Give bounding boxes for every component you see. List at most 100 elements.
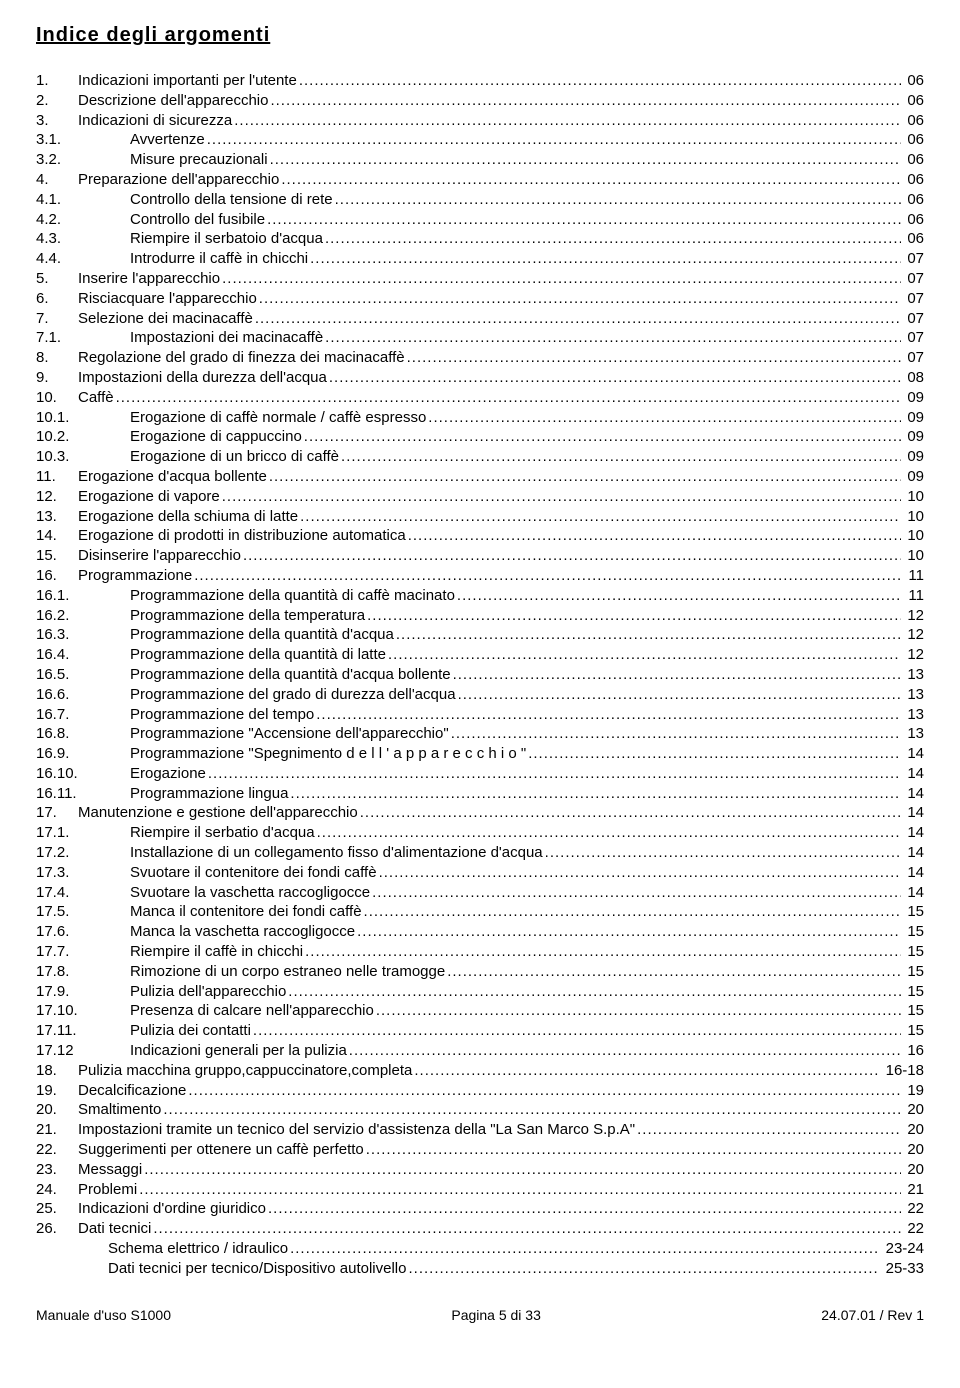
toc-number: 17.11. bbox=[36, 1021, 86, 1041]
toc-number: 10.1. bbox=[36, 408, 86, 428]
toc-leader-dots bbox=[253, 1021, 901, 1041]
toc-label: Controllo della tensione di rete bbox=[86, 190, 333, 210]
toc-label: Presenza di calcare nell'apparecchio bbox=[86, 1001, 374, 1021]
toc-leader-dots bbox=[325, 229, 901, 249]
toc-label: Indicazioni importanti per l'utente bbox=[78, 71, 297, 91]
toc-number: 17.5. bbox=[36, 902, 86, 922]
toc-leader-dots bbox=[451, 724, 902, 744]
toc-leader-dots bbox=[317, 823, 902, 843]
toc-label: Programmazione della temperatura bbox=[86, 606, 365, 626]
toc-label: Introdurre il caffè in chicchi bbox=[86, 249, 308, 269]
toc-page: 14 bbox=[903, 764, 924, 784]
toc-label: Preparazione dell'apparecchio bbox=[78, 170, 279, 190]
toc-row: 4.4.Introdurre il caffè in chicchi07 bbox=[36, 249, 924, 269]
toc-leader-dots bbox=[243, 546, 901, 566]
toc-leader-dots bbox=[268, 1199, 901, 1219]
toc-number: 17.1. bbox=[36, 823, 86, 843]
toc-page: 09 bbox=[903, 427, 924, 447]
toc-label: Erogazione di prodotti in distribuzione … bbox=[78, 526, 406, 546]
toc-label: Manca il contenitore dei fondi caffè bbox=[86, 902, 362, 922]
toc-leader-dots bbox=[329, 368, 901, 388]
toc-leader-dots bbox=[447, 962, 901, 982]
toc-leader-dots bbox=[545, 843, 902, 863]
toc-page: 13 bbox=[903, 724, 924, 744]
toc-number: 16.1. bbox=[36, 586, 86, 606]
toc-leader-dots bbox=[407, 348, 902, 368]
toc-row: 16.9.Programmazione "Spegnimento d e l l… bbox=[36, 744, 924, 764]
toc-page: 15 bbox=[903, 942, 924, 962]
footer-left: Manuale d'uso S1000 bbox=[36, 1307, 171, 1323]
toc-number: 16.11. bbox=[36, 784, 86, 804]
toc-page: 06 bbox=[903, 229, 924, 249]
toc-label: Programmazione bbox=[78, 566, 192, 586]
toc-leader-dots bbox=[388, 645, 901, 665]
toc-number: 10. bbox=[36, 388, 78, 408]
toc-number: 4. bbox=[36, 170, 78, 190]
toc-number: 16.8. bbox=[36, 724, 86, 744]
toc-page: 19 bbox=[903, 1081, 924, 1101]
toc-page: 20 bbox=[903, 1120, 924, 1140]
toc-page: 14 bbox=[903, 803, 924, 823]
toc-row: 17.1.Riempire il serbatio d'acqua14 bbox=[36, 823, 924, 843]
toc-number: 3.2. bbox=[36, 150, 86, 170]
toc-row: 10.Caffè09 bbox=[36, 388, 924, 408]
toc-leader-dots bbox=[360, 803, 902, 823]
toc-label: Suggerimenti per ottenere un caffè perfe… bbox=[78, 1140, 364, 1160]
toc-row: 3.Indicazioni di sicurezza06 bbox=[36, 111, 924, 131]
toc-label: Indicazioni d'ordine giuridico bbox=[78, 1199, 266, 1219]
toc-label: Erogazione bbox=[86, 764, 206, 784]
toc-page: 07 bbox=[903, 249, 924, 269]
toc-page: 06 bbox=[903, 71, 924, 91]
footer-center: Pagina 5 di 33 bbox=[451, 1307, 541, 1323]
toc-row: 17.9.Pulizia dell'apparecchio15 bbox=[36, 982, 924, 1002]
toc-label: Installazione di un collegamento fisso d… bbox=[86, 843, 543, 863]
toc-leader-dots bbox=[349, 1041, 902, 1061]
toc-label: Avvertenze bbox=[86, 130, 205, 150]
toc-page: 14 bbox=[903, 784, 924, 804]
toc-label: Programmazione "Accensione dell'apparecc… bbox=[86, 724, 449, 744]
toc-number: 17.12 bbox=[36, 1041, 86, 1061]
toc-leader-dots bbox=[364, 902, 902, 922]
toc-label: Pulizia macchina gruppo,cappuccinatore,c… bbox=[78, 1061, 412, 1081]
toc-page: 09 bbox=[903, 467, 924, 487]
toc-page: 09 bbox=[903, 447, 924, 467]
toc-label: Dati tecnici bbox=[78, 1219, 151, 1239]
toc-row: 10.1.Erogazione di caffè normale / caffè… bbox=[36, 408, 924, 428]
toc-page: 07 bbox=[903, 269, 924, 289]
toc-leader-dots bbox=[300, 507, 901, 527]
toc-page: 06 bbox=[903, 130, 924, 150]
toc-page: 14 bbox=[903, 823, 924, 843]
toc-page: 13 bbox=[903, 685, 924, 705]
toc-number: 17. bbox=[36, 803, 78, 823]
toc-label: Programmazione della quantità di latte bbox=[86, 645, 386, 665]
toc-number: 7. bbox=[36, 309, 78, 329]
toc-leader-dots bbox=[222, 269, 901, 289]
toc-leader-dots bbox=[269, 467, 901, 487]
toc-row: 15.Disinserire l'apparecchio10 bbox=[36, 546, 924, 566]
toc-row: 22.Suggerimenti per ottenere un caffè pe… bbox=[36, 1140, 924, 1160]
toc-page: 15 bbox=[903, 982, 924, 1002]
toc-row: 16.7.Programmazione del tempo13 bbox=[36, 705, 924, 725]
toc-row: 8.Regolazione del grado di finezza dei m… bbox=[36, 348, 924, 368]
toc-number: 16.9. bbox=[36, 744, 86, 764]
toc-page: 11 bbox=[904, 586, 924, 606]
toc-page: 12 bbox=[903, 645, 924, 665]
toc-number: 12. bbox=[36, 487, 78, 507]
toc-row: 21.Impostazioni tramite un tecnico del s… bbox=[36, 1120, 924, 1140]
toc-row: 17.8.Rimozione di un corpo estraneo nell… bbox=[36, 962, 924, 982]
toc-label: Programmazione della quantità di caffè m… bbox=[86, 586, 455, 606]
toc-number: 16. bbox=[36, 566, 78, 586]
toc-label: Dati tecnici per tecnico/Dispositivo aut… bbox=[108, 1259, 406, 1279]
toc-page: 23-24 bbox=[882, 1239, 924, 1259]
toc-number: 2. bbox=[36, 91, 78, 111]
toc-leader-dots bbox=[428, 408, 901, 428]
toc-label: Regolazione del grado di finezza dei mac… bbox=[78, 348, 405, 368]
toc-label: Messaggi bbox=[78, 1160, 142, 1180]
toc-number: 18. bbox=[36, 1061, 78, 1081]
toc-leader-dots bbox=[453, 665, 902, 685]
toc-page: 14 bbox=[903, 744, 924, 764]
toc-number: 4.1. bbox=[36, 190, 86, 210]
toc-row: 7.Selezione dei macinacaffè07 bbox=[36, 309, 924, 329]
toc-row: 16.3.Programmazione della quantità d'acq… bbox=[36, 625, 924, 645]
toc-row: 16.8.Programmazione "Accensione dell'app… bbox=[36, 724, 924, 744]
